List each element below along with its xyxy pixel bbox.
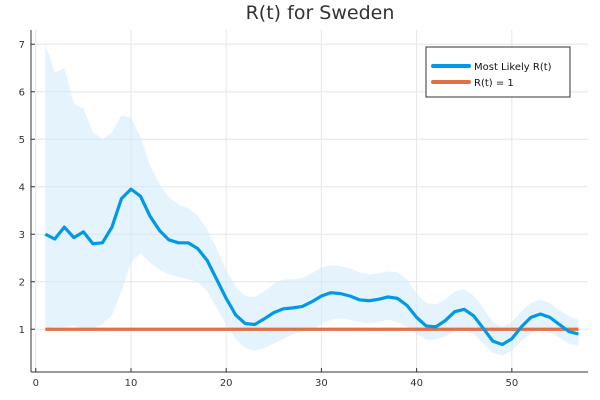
x-tick-label-50: 50 [505,378,518,389]
y-tick-label-2: 2 [19,277,25,288]
series-line-most-likely [44,187,579,347]
y-tick-label-1: 1 [19,325,25,336]
x-tick-label-10: 10 [125,378,138,389]
legend-label-reference: R(t) = 1 [474,78,514,89]
legend-label-most-likely: Most Likely R(t) [474,62,552,73]
axes [30,30,588,373]
y-tick-label-4: 4 [19,182,25,193]
legend: Most Likely R(t) R(t) = 1 [425,46,571,98]
x-ticks: 0 10 20 30 40 50 [33,368,518,389]
legend-box [425,46,571,98]
series-lines [44,187,579,347]
y-tick-label-6: 6 [19,87,25,98]
chart-title: R(t) for Sweden [246,2,395,24]
x-tick-label-20: 20 [220,378,233,389]
x-tick-label-30: 30 [315,378,328,389]
y-ticks: 1 2 3 4 5 6 7 [19,40,35,336]
x-tick-label-40: 40 [410,378,423,389]
y-tick-label-5: 5 [19,135,25,146]
x-tick-label-0: 0 [33,378,39,389]
y-tick-label-7: 7 [19,40,25,51]
y-tick-label-3: 3 [19,230,25,241]
